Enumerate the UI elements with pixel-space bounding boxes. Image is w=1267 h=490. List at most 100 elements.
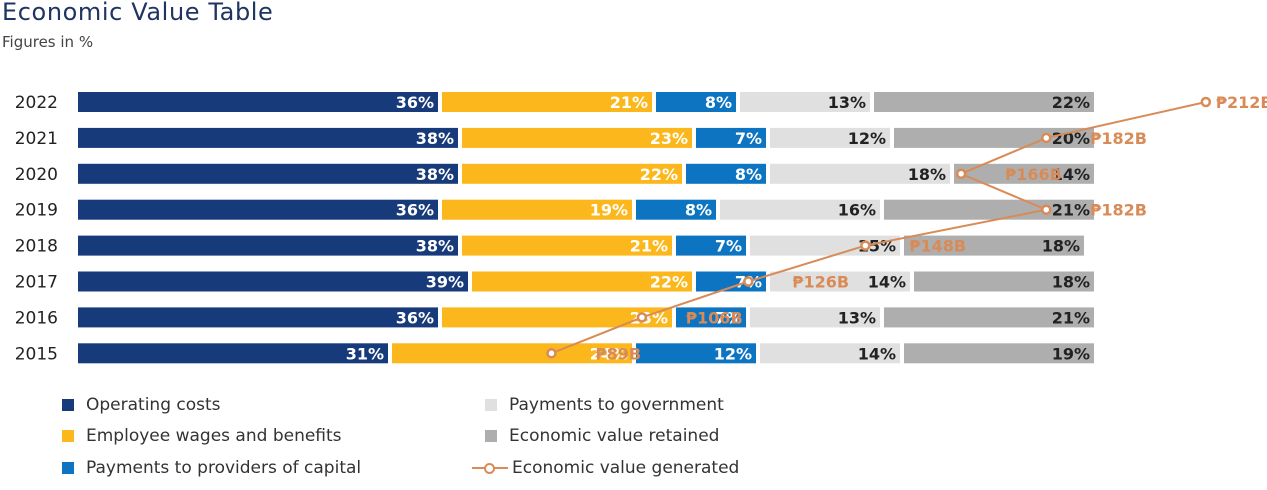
year-label: 2015: [15, 344, 58, 364]
bar-segment-operating-costs: [78, 235, 458, 256]
line-point: [860, 240, 871, 251]
bar-segment-retained: [894, 127, 1094, 148]
bar-data-label: 22%: [1052, 93, 1090, 112]
year-label: 2019: [15, 201, 58, 221]
line-point: [1040, 204, 1052, 215]
bar-data-label: 18%: [908, 165, 946, 184]
bar-segment-operating-costs: [78, 307, 438, 328]
bar-data-label: 18%: [1052, 273, 1090, 292]
bar-segment-retained: [904, 235, 1084, 256]
bar-segment-operating-costs: [78, 127, 458, 148]
bar-data-label: 39%: [426, 273, 464, 292]
legend-label: Payments to providers of capital: [86, 458, 362, 478]
bar-segment-capital: [696, 127, 766, 148]
line-point: [1040, 132, 1052, 144]
year-label: 2022: [15, 93, 58, 113]
bar-data-label: 19%: [1052, 344, 1090, 363]
line-point: [1200, 96, 1212, 108]
line-value-label: ₱89B: [595, 344, 641, 363]
year-label: 2017: [15, 273, 58, 293]
legend-label: Economic value retained: [509, 426, 720, 446]
bar-segment-government: [720, 199, 880, 220]
line-value-label: ₱166B: [1005, 165, 1062, 184]
bar-data-label: 22%: [650, 273, 688, 292]
bar-segment-government: [770, 271, 910, 292]
legend-label: Economic value generated: [512, 458, 740, 478]
bar-data-label: 12%: [848, 129, 886, 148]
bar-data-label: 14%: [858, 344, 896, 363]
legend-swatch-economic-value-retained: [485, 430, 497, 442]
chart-legend: Operating costs Employee wages and benef…: [60, 395, 820, 487]
bar-segment-capital: [686, 163, 766, 184]
legend-label: Payments to government: [509, 395, 724, 415]
bar-segment-capital: [636, 343, 756, 364]
legend-label: Employee wages and benefits: [86, 426, 342, 446]
bar-segment-wages: [392, 343, 632, 364]
legend-swatch-employee-wages: [62, 430, 74, 442]
legend-item-economic-value-generated: Economic value generated: [472, 458, 739, 478]
line-point: [743, 276, 754, 287]
line-value-label: ₱182B: [1090, 129, 1147, 148]
bar-segment-retained: [874, 92, 1094, 112]
bar-data-label: 14%: [868, 273, 906, 292]
bar-segment-retained: [954, 163, 1094, 184]
bar-segment-government: [750, 235, 900, 256]
bar-data-label: 7%: [715, 237, 742, 256]
bar-data-label: 36%: [396, 308, 434, 327]
line-point: [636, 312, 648, 323]
bar-segment-operating-costs: [78, 343, 388, 364]
bar-segment-wages: [442, 307, 672, 328]
bar-data-label: 22%: [640, 165, 678, 184]
bar-data-label: 36%: [396, 201, 434, 220]
bar-segment-wages: [462, 235, 672, 256]
bar-data-label: 31%: [346, 344, 384, 363]
year-label: 2020: [15, 165, 58, 185]
bar-segment-operating-costs: [78, 92, 438, 112]
legend-item-economic-value-retained: Economic value retained: [485, 426, 719, 446]
bar-data-label: 19%: [590, 201, 628, 220]
line-value-label: ₱182B: [1090, 201, 1147, 220]
legend-marker: [484, 463, 495, 474]
bar-data-label: 8%: [735, 165, 762, 184]
bar-data-label: 21%: [630, 237, 668, 256]
bar-data-label: 18%: [1042, 237, 1080, 256]
bar-data-label: 7%: [715, 308, 742, 327]
bar-segment-operating-costs: [78, 163, 458, 184]
bar-data-label: 38%: [416, 165, 454, 184]
bar-data-label: 13%: [838, 308, 876, 327]
bar-segment-retained: [884, 199, 1094, 220]
legend-item-providers-of-capital: Payments to providers of capital: [62, 458, 361, 478]
bar-segment-government: [760, 343, 900, 364]
bar-segment-wages: [462, 127, 692, 148]
legend-label: Operating costs: [86, 395, 221, 415]
chart-subtitle: Figures in %: [2, 33, 94, 51]
legend-item-operating-costs: Operating costs: [62, 395, 221, 415]
line-value-label: ₱126B: [792, 273, 849, 292]
bar-data-label: 24%: [590, 344, 628, 363]
bar-data-label: 16%: [838, 201, 876, 220]
bar-data-label: 38%: [416, 237, 454, 256]
bar-segment-retained: [904, 343, 1094, 364]
bar-segment-government: [770, 163, 950, 184]
bar-segment-capital: [676, 235, 746, 256]
legend-item-employee-wages: Employee wages and benefits: [62, 426, 342, 446]
year-label: 2021: [15, 129, 58, 149]
bar-segment-wages: [472, 271, 692, 292]
bar-segment-retained: [914, 271, 1094, 292]
bar-data-label: 21%: [610, 93, 648, 112]
bar-segment-wages: [462, 163, 682, 184]
bar-data-label: 7%: [735, 129, 762, 148]
legend-item-payments-to-government: Payments to government: [485, 395, 724, 415]
bar-segment-capital: [656, 92, 736, 112]
line-point: [546, 348, 557, 359]
bar-data-label: 14%: [1052, 165, 1090, 184]
line-value-label: ₱106B: [686, 308, 743, 327]
bar-data-label: 38%: [416, 129, 454, 148]
bar-data-label: 13%: [828, 93, 866, 112]
stacked-bar-chart: 2022 36% 21% 8% 13% 22%2021 38% 23% 7% 12% 20%2020…: [15, 92, 1267, 364]
legend-swatch-economic-value-generated: [472, 462, 508, 474]
bar-segment-government: [770, 127, 890, 148]
year-label: 2016: [15, 308, 58, 328]
bar-data-label: 23%: [650, 129, 688, 148]
bar-segment-government: [750, 307, 880, 328]
